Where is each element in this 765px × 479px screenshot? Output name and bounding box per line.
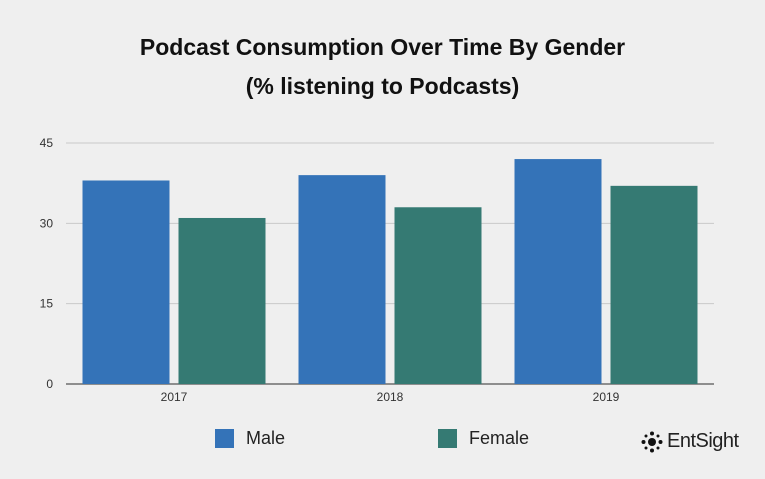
x-tick-label: 2017 bbox=[161, 390, 188, 404]
entsight-logo: EntSight bbox=[641, 430, 739, 453]
bar-male-2018 bbox=[298, 175, 386, 384]
bar-female-2018 bbox=[394, 207, 482, 384]
y-tick-label: 30 bbox=[40, 216, 54, 230]
y-tick-label: 45 bbox=[40, 136, 54, 150]
chart-subtitle: (% listening to Podcasts) bbox=[245, 73, 520, 99]
legend-label-female: Female bbox=[469, 427, 530, 448]
brand-name: EntSight bbox=[667, 430, 739, 452]
x-tick-label: 2019 bbox=[593, 390, 620, 404]
entsight-logo-icon bbox=[641, 431, 663, 452]
legend-item-male: Male bbox=[215, 426, 285, 450]
legend-swatch-female bbox=[438, 428, 457, 448]
bar-female-2017 bbox=[178, 217, 266, 384]
y-tick-label: 15 bbox=[40, 297, 54, 311]
y-tick-label: 0 bbox=[46, 377, 53, 391]
bar-female-2019 bbox=[610, 185, 698, 384]
x-tick-label: 2018 bbox=[377, 390, 404, 404]
legend-label-male: Male bbox=[246, 427, 286, 448]
legend-swatch-male bbox=[215, 428, 234, 448]
bar-male-2019 bbox=[514, 159, 602, 384]
bar-male-2017 bbox=[82, 180, 170, 384]
chart-title: Podcast Consumption Over Time By Gender bbox=[139, 34, 626, 60]
legend-item-female: Female bbox=[438, 426, 529, 450]
